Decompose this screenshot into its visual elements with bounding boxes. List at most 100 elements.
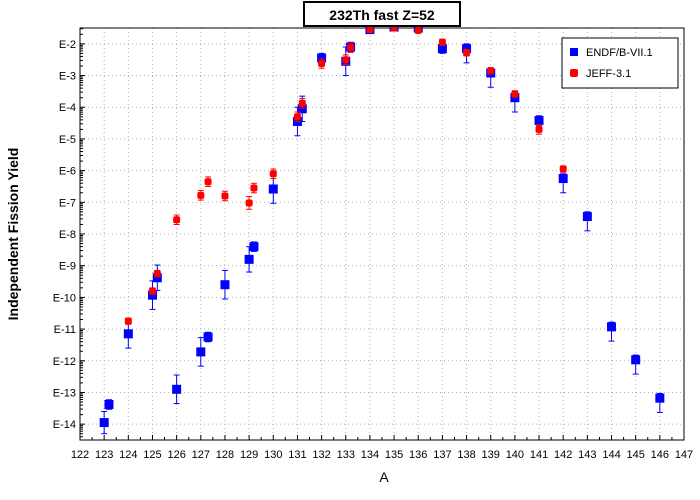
- x-tick-label: 145: [627, 449, 645, 461]
- data-point-jeff: [153, 270, 161, 278]
- legend: ENDF/B-VII.1 JEFF-3.1: [561, 37, 679, 89]
- y-tick-label: E-13: [53, 387, 76, 399]
- data-point-endf: [104, 400, 114, 410]
- data-point-jeff: [293, 113, 301, 121]
- data-point-jeff: [148, 287, 156, 295]
- x-tick-label: 141: [530, 449, 548, 461]
- data-point-endf: [196, 347, 206, 357]
- data-point-endf: [558, 174, 568, 184]
- x-tick-label: 123: [95, 449, 113, 461]
- data-point-jeff: [173, 216, 181, 224]
- x-tick-label: 127: [192, 449, 210, 461]
- data-point-endf: [510, 93, 520, 103]
- data-point-jeff: [245, 199, 253, 207]
- plot-area-frame: [79, 27, 685, 441]
- y-tick-label: E-6: [59, 166, 76, 178]
- x-tick-label: 140: [506, 449, 524, 461]
- data-point-endf: [152, 273, 162, 283]
- legend-marker-jeff: [570, 69, 578, 77]
- data-point-endf: [268, 184, 278, 194]
- y-tick-label: E-9: [59, 261, 76, 273]
- data-point-jeff: [197, 191, 205, 199]
- x-tick-label: 147: [675, 449, 693, 461]
- y-axis-title: Independent Fission Yield: [5, 148, 21, 321]
- data-point-jeff: [559, 165, 567, 173]
- data-point-endf: [249, 242, 259, 252]
- data-point-endf: [582, 212, 592, 222]
- x-tick-label: 136: [409, 449, 427, 461]
- data-point-endf: [462, 44, 472, 54]
- x-tick-label: 128: [216, 449, 234, 461]
- legend-box: [561, 37, 679, 89]
- x-tick-label: 124: [119, 449, 137, 461]
- x-tick-label: 134: [361, 449, 379, 461]
- data-series: [99, 22, 665, 435]
- data-point-jeff: [221, 192, 229, 200]
- y-tick-label: E-10: [53, 292, 76, 304]
- x-tick-label: 126: [167, 449, 185, 461]
- x-tick-label: 138: [457, 449, 475, 461]
- data-point-endf: [203, 332, 213, 342]
- data-point-endf: [631, 355, 641, 365]
- data-point-jeff: [250, 184, 258, 192]
- data-point-jeff: [347, 44, 355, 52]
- y-tick-label: E-3: [59, 71, 76, 83]
- data-point-jeff: [298, 99, 306, 107]
- x-tick-label: 143: [578, 449, 596, 461]
- data-point-jeff: [511, 90, 519, 98]
- x-axis-title: A: [379, 469, 389, 485]
- y-tick-label: E-14: [53, 419, 76, 431]
- y-tick-label: E-11: [54, 324, 76, 336]
- legend-label-jeff: JEFF-3.1: [586, 68, 631, 80]
- data-point-jeff: [438, 38, 446, 46]
- data-point-jeff: [535, 125, 543, 133]
- x-tick-label: 125: [143, 449, 161, 461]
- data-point-endf: [607, 322, 617, 332]
- legend-marker-endf: [570, 48, 578, 56]
- data-point-jeff: [269, 170, 277, 178]
- data-point-endf: [123, 329, 133, 339]
- x-tick-label: 129: [240, 449, 258, 461]
- y-tick-label: E-7: [59, 197, 76, 209]
- data-point-jeff: [463, 49, 471, 57]
- data-point-jeff: [414, 27, 422, 35]
- x-tick-label: 130: [264, 449, 282, 461]
- x-tick-label: 135: [385, 449, 403, 461]
- data-point-endf: [655, 393, 665, 403]
- data-point-endf: [220, 280, 230, 290]
- y-tick-label: E-5: [59, 134, 76, 146]
- axis-ticks: 122 123 124 125 126 127 128 129 130 131 132 133 134 1…: [53, 28, 693, 461]
- chart-title: 232Th fast Z=52: [329, 7, 435, 23]
- data-point-endf: [317, 53, 327, 63]
- data-point-endf: [147, 290, 157, 300]
- data-point-jeff: [318, 59, 326, 67]
- x-tick-label: 144: [602, 449, 620, 461]
- y-tick-label: E-4: [59, 102, 76, 114]
- data-point-endf: [437, 44, 447, 54]
- data-point-jeff: [204, 178, 212, 186]
- series-jeff: [124, 24, 567, 325]
- data-point-jeff: [366, 26, 374, 34]
- chart-title-box: [303, 1, 461, 27]
- y-tick-label: E-2: [59, 39, 76, 51]
- data-point-endf: [244, 254, 254, 264]
- data-point-jeff: [342, 56, 350, 64]
- data-point-endf: [172, 384, 182, 394]
- data-point-jeff: [487, 67, 495, 75]
- x-tick-label: 133: [337, 449, 355, 461]
- y-tick-label: E-12: [53, 356, 76, 368]
- x-tick-label: 132: [312, 449, 330, 461]
- x-tick-label: 139: [482, 449, 500, 461]
- x-tick-label: 146: [651, 449, 669, 461]
- data-point-endf: [297, 104, 307, 114]
- data-point-jeff: [124, 317, 132, 325]
- data-point-endf: [99, 418, 109, 428]
- x-tick-label: 131: [288, 449, 306, 461]
- x-tick-label: 142: [554, 449, 572, 461]
- x-tick-label: 122: [71, 449, 89, 461]
- x-tick-label: 137: [433, 449, 451, 461]
- data-point-endf: [534, 116, 544, 126]
- y-tick-label: E-8: [59, 229, 76, 241]
